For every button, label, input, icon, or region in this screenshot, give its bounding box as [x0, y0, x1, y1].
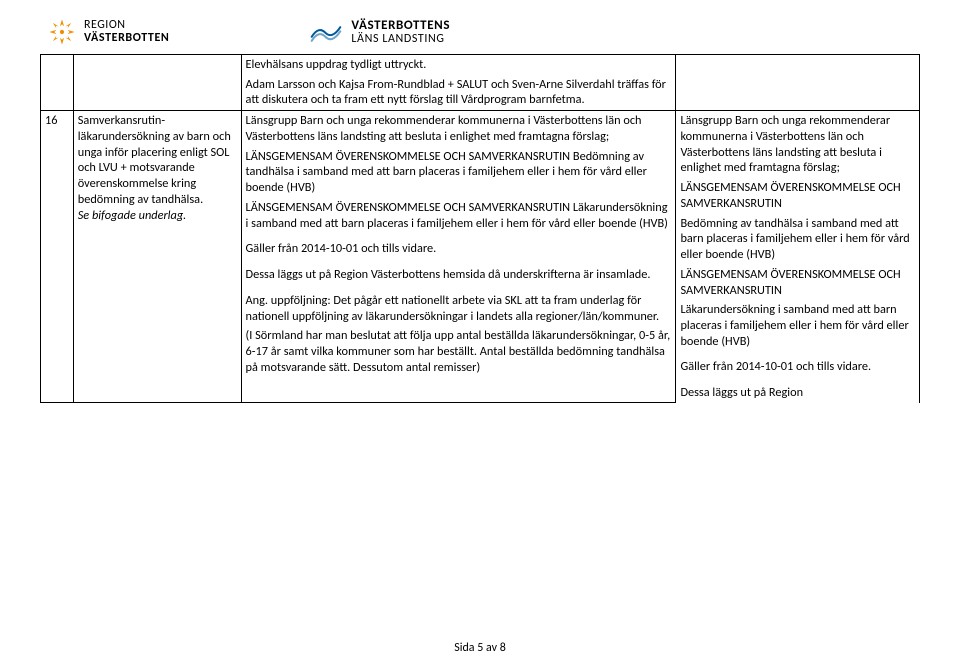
cell-right: Länsgrupp Barn och unga rekommenderar ko… [676, 111, 920, 403]
logo-landsting: VÄSTERBOTTENS LÄNS LANDSTING [309, 19, 450, 45]
text: Gäller från 2014-10-01 och tills vidare. [246, 241, 672, 257]
page-footer: Sida 5 av 8 [0, 641, 960, 655]
cell-num: 16 [41, 111, 74, 403]
cell-mid-intro: Elevhälsans uppdrag tydligt uttryckt. Ad… [241, 55, 676, 111]
table-row: Elevhälsans uppdrag tydligt uttryckt. Ad… [41, 55, 920, 111]
cell-num-empty [41, 55, 74, 111]
sunburst-icon [48, 18, 76, 46]
logo-region-line2: VÄSTERBOTTEN [84, 32, 169, 45]
table-row: 16 Samverkansrutin- läkarundersökning av… [41, 111, 920, 403]
cell-right-empty [676, 55, 920, 111]
text: Ang. uppföljning: Det pågår ett nationel… [246, 293, 672, 324]
text: Länsgrupp Barn och unga rekommenderar ko… [246, 113, 672, 144]
text: Dessa läggs ut på Region Västerbottens h… [246, 267, 672, 283]
cell-mid: Länsgrupp Barn och unga rekommenderar ko… [241, 111, 676, 403]
logo-landsting-line2: LÄNS LANDSTING [351, 33, 450, 46]
text: LÄNSGEMENSAM ÖVERENSKOMMELSE OCH SAMVERK… [246, 200, 672, 231]
cell-left-empty [73, 55, 241, 111]
wave-icon [309, 20, 343, 44]
document-table: Elevhälsans uppdrag tydligt uttryckt. Ad… [40, 54, 920, 403]
logo-region: REGION VÄSTERBOTTEN [48, 18, 169, 46]
text: Adam Larsson och Kajsa From-Rundblad + S… [246, 77, 672, 108]
text-italic: Se bifogade underlag. [78, 208, 187, 223]
text: Samverkansrutin- läkarundersökning av ba… [78, 113, 231, 207]
logo-landsting-line1: VÄSTERBOTTENS [351, 19, 450, 33]
text: Gäller från 2014-10-01 och tills vidare. [680, 359, 915, 375]
text: LÄNSGEMENSAM ÖVERENSKOMMELSE OCH SAMVERK… [680, 267, 915, 298]
text: LÄNSGEMENSAM ÖVERENSKOMMELSE OCH SAMVERK… [680, 180, 915, 211]
cell-left: Samverkansrutin- läkarundersökning av ba… [73, 111, 241, 403]
text: Dessa läggs ut på Region [680, 385, 915, 401]
text: Bedömning av tandhälsa i samband med att… [680, 216, 915, 263]
text: Länsgrupp Barn och unga rekommenderar ko… [680, 113, 915, 176]
text: (I Sörmland har man beslutat att följa u… [246, 328, 672, 375]
text: Elevhälsans uppdrag tydligt uttryckt. [246, 57, 672, 73]
header-logos: REGION VÄSTERBOTTEN VÄSTERBOTTENS LÄNS L… [40, 18, 920, 46]
text: LÄNSGEMENSAM ÖVERENSKOMMELSE OCH SAMVERK… [246, 149, 672, 196]
text: Läkarundersökning i samband med att barn… [680, 302, 915, 349]
